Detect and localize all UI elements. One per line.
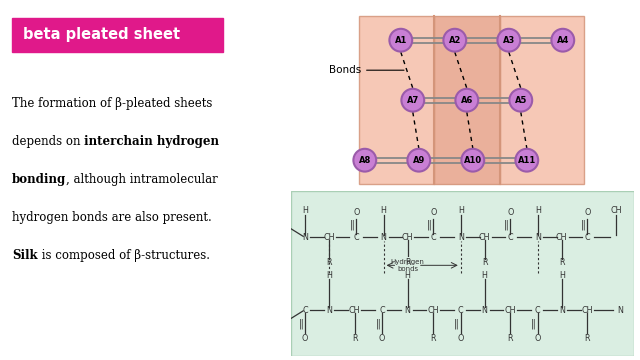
Text: C: C bbox=[379, 306, 385, 315]
Text: A10: A10 bbox=[464, 156, 482, 165]
FancyBboxPatch shape bbox=[12, 18, 223, 52]
Text: ‖: ‖ bbox=[454, 319, 459, 329]
Text: ‖: ‖ bbox=[376, 319, 380, 329]
Text: C: C bbox=[508, 233, 513, 242]
Text: A6: A6 bbox=[461, 96, 473, 105]
Polygon shape bbox=[434, 16, 500, 184]
Text: R: R bbox=[482, 257, 488, 266]
Text: N: N bbox=[458, 233, 463, 242]
Text: hydrogen bonds are also present.: hydrogen bonds are also present. bbox=[12, 211, 212, 224]
Text: CH: CH bbox=[582, 306, 593, 315]
Text: The formation of β-pleated sheets: The formation of β-pleated sheets bbox=[12, 97, 212, 110]
Text: H: H bbox=[559, 271, 564, 280]
Text: H: H bbox=[302, 206, 308, 215]
Text: R: R bbox=[352, 334, 357, 343]
Text: O: O bbox=[584, 208, 591, 217]
Text: O: O bbox=[430, 208, 436, 217]
Circle shape bbox=[401, 89, 424, 112]
Circle shape bbox=[444, 29, 466, 51]
Text: C: C bbox=[535, 306, 541, 315]
Text: CH: CH bbox=[323, 233, 335, 242]
Text: O: O bbox=[507, 208, 513, 217]
Text: CH: CH bbox=[402, 233, 413, 242]
Text: ‖: ‖ bbox=[298, 319, 303, 329]
Text: C: C bbox=[458, 306, 463, 315]
Text: , although intramolecular: , although intramolecular bbox=[67, 173, 218, 186]
Circle shape bbox=[509, 89, 532, 112]
Text: N: N bbox=[482, 306, 488, 315]
Text: R: R bbox=[508, 334, 513, 343]
Text: N: N bbox=[381, 233, 387, 242]
Text: CH: CH bbox=[504, 306, 516, 315]
Text: R: R bbox=[559, 257, 564, 266]
Text: H: H bbox=[535, 206, 541, 215]
Text: is composed of β-structures.: is composed of β-structures. bbox=[38, 249, 210, 262]
Circle shape bbox=[515, 149, 538, 172]
Text: R: R bbox=[584, 334, 590, 343]
Text: C: C bbox=[431, 233, 436, 242]
Text: CH: CH bbox=[349, 306, 360, 315]
Text: A9: A9 bbox=[413, 156, 425, 165]
Text: ‖: ‖ bbox=[581, 220, 586, 230]
Text: H: H bbox=[458, 206, 463, 215]
Text: O: O bbox=[301, 334, 308, 343]
Text: CH: CH bbox=[428, 306, 439, 315]
Text: N: N bbox=[326, 306, 332, 315]
Text: depends on: depends on bbox=[12, 135, 84, 148]
Text: A5: A5 bbox=[515, 96, 527, 105]
Text: A1: A1 bbox=[395, 36, 407, 45]
Circle shape bbox=[389, 29, 412, 51]
Text: CH: CH bbox=[479, 233, 490, 242]
Text: N: N bbox=[559, 306, 564, 315]
Text: bonding: bonding bbox=[12, 173, 67, 186]
Text: H: H bbox=[381, 206, 387, 215]
Text: interchain hydrogen: interchain hydrogen bbox=[84, 135, 220, 148]
FancyBboxPatch shape bbox=[291, 191, 634, 356]
Text: Hydrogen
bonds: Hydrogen bonds bbox=[390, 259, 424, 272]
Text: A11: A11 bbox=[518, 156, 536, 165]
Text: ‖: ‖ bbox=[349, 220, 355, 230]
Text: Bonds: Bonds bbox=[329, 65, 404, 75]
Text: ‖: ‖ bbox=[504, 220, 509, 230]
Circle shape bbox=[456, 89, 478, 112]
Text: A4: A4 bbox=[557, 36, 569, 45]
Text: A2: A2 bbox=[449, 36, 461, 45]
Text: N: N bbox=[302, 233, 308, 242]
Text: O: O bbox=[353, 208, 360, 217]
Text: R: R bbox=[405, 257, 410, 266]
Text: H: H bbox=[482, 271, 488, 280]
Text: A8: A8 bbox=[358, 156, 371, 165]
Text: R: R bbox=[326, 257, 332, 266]
Text: O: O bbox=[534, 334, 541, 343]
Text: C: C bbox=[302, 306, 308, 315]
Text: CH: CH bbox=[556, 233, 568, 242]
Text: O: O bbox=[458, 334, 464, 343]
Circle shape bbox=[353, 149, 376, 172]
Text: CH: CH bbox=[611, 206, 622, 215]
Text: Silk: Silk bbox=[12, 249, 38, 262]
Text: ‖: ‖ bbox=[427, 220, 431, 230]
Polygon shape bbox=[359, 16, 434, 184]
Text: H: H bbox=[326, 271, 332, 280]
Polygon shape bbox=[500, 16, 584, 184]
Text: N: N bbox=[535, 233, 541, 242]
Text: C: C bbox=[353, 233, 359, 242]
Circle shape bbox=[497, 29, 520, 51]
Text: O: O bbox=[379, 334, 385, 343]
Text: A7: A7 bbox=[406, 96, 419, 105]
Text: C: C bbox=[584, 233, 590, 242]
Text: N: N bbox=[404, 306, 410, 315]
Text: H: H bbox=[404, 271, 410, 280]
Text: A3: A3 bbox=[502, 36, 515, 45]
Circle shape bbox=[552, 29, 574, 51]
Text: N: N bbox=[617, 306, 623, 315]
Circle shape bbox=[408, 149, 430, 172]
Circle shape bbox=[461, 149, 484, 172]
Text: R: R bbox=[431, 334, 436, 343]
Text: beta pleated sheet: beta pleated sheet bbox=[23, 27, 180, 42]
Text: ‖: ‖ bbox=[531, 319, 536, 329]
